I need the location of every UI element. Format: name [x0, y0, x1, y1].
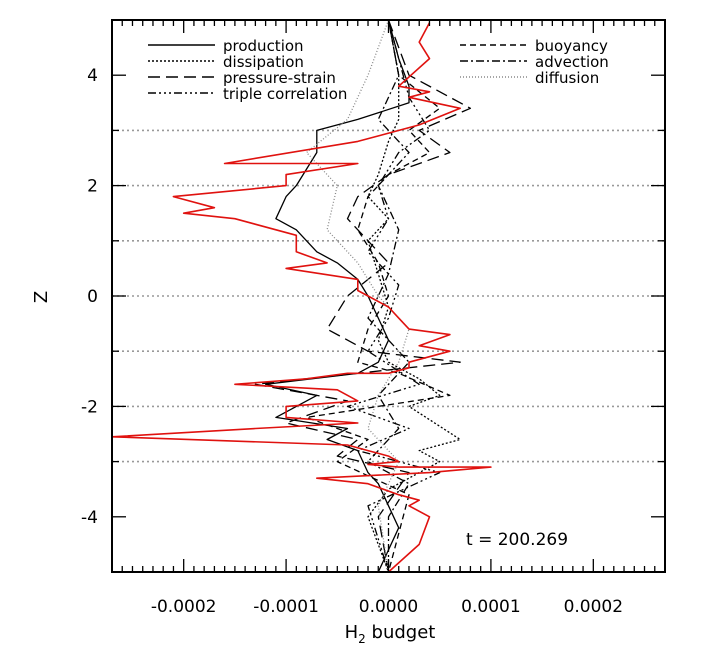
legend-label: diffusion [535, 69, 599, 87]
y-tick-label: -4 [81, 508, 98, 528]
series-line-1 [367, 19, 461, 573]
x-label-rest: budget [366, 622, 436, 643]
y-axis-label: Z [31, 291, 52, 303]
x-axis-label: H2 budget [345, 622, 436, 646]
legend-label: dissipation [223, 53, 304, 71]
y-tick-label: 2 [87, 177, 98, 197]
time-annotation: t = 200.269 [466, 530, 568, 550]
legend-label: pressure-strain [223, 69, 336, 87]
legend-label: buoyancy [535, 37, 608, 55]
legend-label: advection [535, 53, 609, 71]
series-line-7 [111, 22, 492, 573]
x-label-main: H [345, 622, 359, 643]
x-tick-label: 0.0000 [359, 597, 418, 617]
series-layer [111, 19, 492, 573]
y-tick-label: -2 [81, 397, 98, 417]
series-line-3 [346, 19, 441, 573]
axis-ticks: -0.0002 -0.0001 0.0000 0.0001 0.0002 -4 -2 0 2 4 [81, 19, 665, 617]
y-tick-label: 4 [87, 66, 98, 86]
legend-label: production [223, 37, 304, 55]
x-tick-label: 0.0001 [461, 597, 520, 617]
legend: productiondissipationpressure-straintrip… [148, 37, 609, 103]
y-tick-label: 0 [87, 287, 98, 307]
series-line-2 [254, 19, 472, 573]
legend-label: triple correlation [223, 85, 347, 103]
x-tick-label: 0.0002 [564, 597, 623, 617]
series-line-4 [305, 19, 451, 573]
x-tick-label: -0.0001 [253, 597, 319, 617]
x-label-subscript: 2 [358, 632, 366, 646]
series-line-5 [367, 19, 410, 572]
x-tick-label: -0.0002 [151, 597, 217, 617]
